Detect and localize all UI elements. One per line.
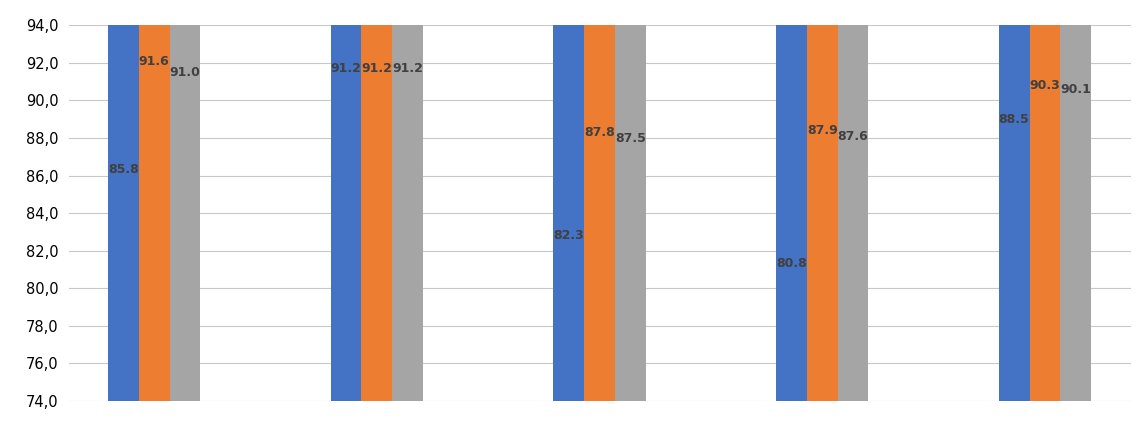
Text: 87.9: 87.9 (807, 124, 837, 137)
Text: 91.2: 91.2 (392, 62, 424, 75)
Bar (331, 0, 361, 401)
Bar (775, 0, 806, 401)
Bar (138, 0, 169, 401)
Text: 87.8: 87.8 (585, 126, 614, 139)
Bar (614, 0, 646, 401)
Bar (392, 0, 423, 401)
Text: 90.1: 90.1 (1060, 83, 1092, 96)
Bar (585, 0, 616, 401)
Text: 80.8: 80.8 (777, 257, 806, 271)
Bar (806, 0, 838, 401)
Text: 91.2: 91.2 (330, 62, 362, 75)
Bar (1060, 0, 1092, 401)
Text: 90.3: 90.3 (1030, 79, 1060, 92)
Bar (553, 0, 585, 401)
Text: 88.5: 88.5 (999, 113, 1029, 126)
Text: 91.6: 91.6 (139, 54, 169, 68)
Text: 91.2: 91.2 (361, 62, 393, 75)
Bar (1030, 0, 1060, 401)
Text: 87.5: 87.5 (614, 132, 646, 145)
Bar (837, 0, 868, 401)
Text: 85.8: 85.8 (108, 163, 138, 176)
Bar (361, 0, 393, 401)
Bar (998, 0, 1030, 401)
Bar (169, 0, 201, 401)
Bar (107, 0, 138, 401)
Text: 91.0: 91.0 (169, 66, 201, 79)
Text: 87.6: 87.6 (838, 130, 868, 143)
Text: 82.3: 82.3 (554, 229, 584, 242)
